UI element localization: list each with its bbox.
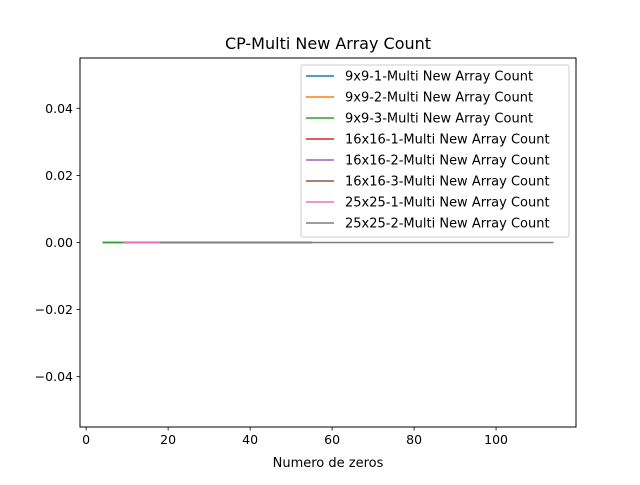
x-tick-label: 80 <box>406 432 422 447</box>
legend-label: 9x9-3-Multi New Array Count <box>345 112 533 127</box>
x-axis: 0 20 40 60 80 100 <box>82 427 508 447</box>
x-tick-label: 60 <box>324 432 340 447</box>
legend-label: 16x16-1-Multi New Array Count <box>345 133 550 148</box>
y-tick-label: 0.02 <box>45 168 73 183</box>
legend-label: 25x25-2-Multi New Array Count <box>345 217 550 232</box>
legend-label: 9x9-1-Multi New Array Count <box>345 70 533 85</box>
x-axis-label: Numero de zeros <box>273 456 384 471</box>
x-tick-label: 40 <box>242 432 258 447</box>
y-tick-label: 0.00 <box>45 235 73 250</box>
x-tick-label: 20 <box>160 432 176 447</box>
y-tick-label: 0.04 <box>45 101 73 116</box>
chart-title: CP-Multi New Array Count <box>225 34 431 53</box>
legend-label: 16x16-3-Multi New Array Count <box>345 175 550 190</box>
legend-label: 25x25-1-Multi New Array Count <box>345 196 550 211</box>
legend-label: 9x9-2-Multi New Array Count <box>345 91 533 106</box>
x-tick-label: 0 <box>82 432 90 447</box>
legend-box <box>300 64 570 238</box>
legend: 9x9-1-Multi New Array Count 9x9-2-Multi N… <box>300 64 570 238</box>
y-axis: −0.04 −0.02 0.00 0.02 0.04 <box>35 101 80 384</box>
x-tick-label: 100 <box>484 432 508 447</box>
y-tick-label: −0.04 <box>35 369 73 384</box>
legend-label: 16x16-2-Multi New Array Count <box>345 154 550 169</box>
y-tick-label: −0.02 <box>35 302 73 317</box>
legend-items: 9x9-1-Multi New Array Count 9x9-2-Multi N… <box>306 70 550 232</box>
